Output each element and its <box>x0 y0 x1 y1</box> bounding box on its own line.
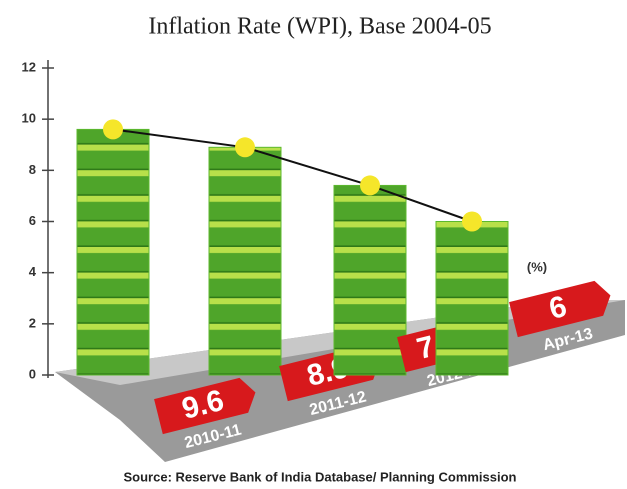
bar <box>209 147 281 375</box>
y-tick-label: 6 <box>29 213 36 228</box>
y-tick-label: 8 <box>29 162 36 177</box>
top-marker <box>360 175 380 195</box>
chart: Inflation Rate (WPI), Base 2004-05 (%) S… <box>0 0 627 489</box>
bar <box>77 129 149 375</box>
y-tick-label: 0 <box>29 366 36 381</box>
chart-title: Inflation Rate (WPI), Base 2004-05 <box>148 14 491 40</box>
source: Source: Reserve Bank of India Database/ … <box>124 469 517 484</box>
top-marker <box>235 137 255 157</box>
bar <box>436 222 508 376</box>
top-marker <box>462 212 482 232</box>
y-tick-label: 10 <box>22 111 36 126</box>
bar <box>334 185 406 375</box>
y-tick-label: 4 <box>29 264 37 279</box>
y-tick-label: 12 <box>22 59 36 74</box>
top-marker <box>103 119 123 139</box>
trend-line <box>113 129 472 221</box>
y-tick-label: 2 <box>29 315 36 330</box>
unit-label: (%) <box>527 259 547 274</box>
